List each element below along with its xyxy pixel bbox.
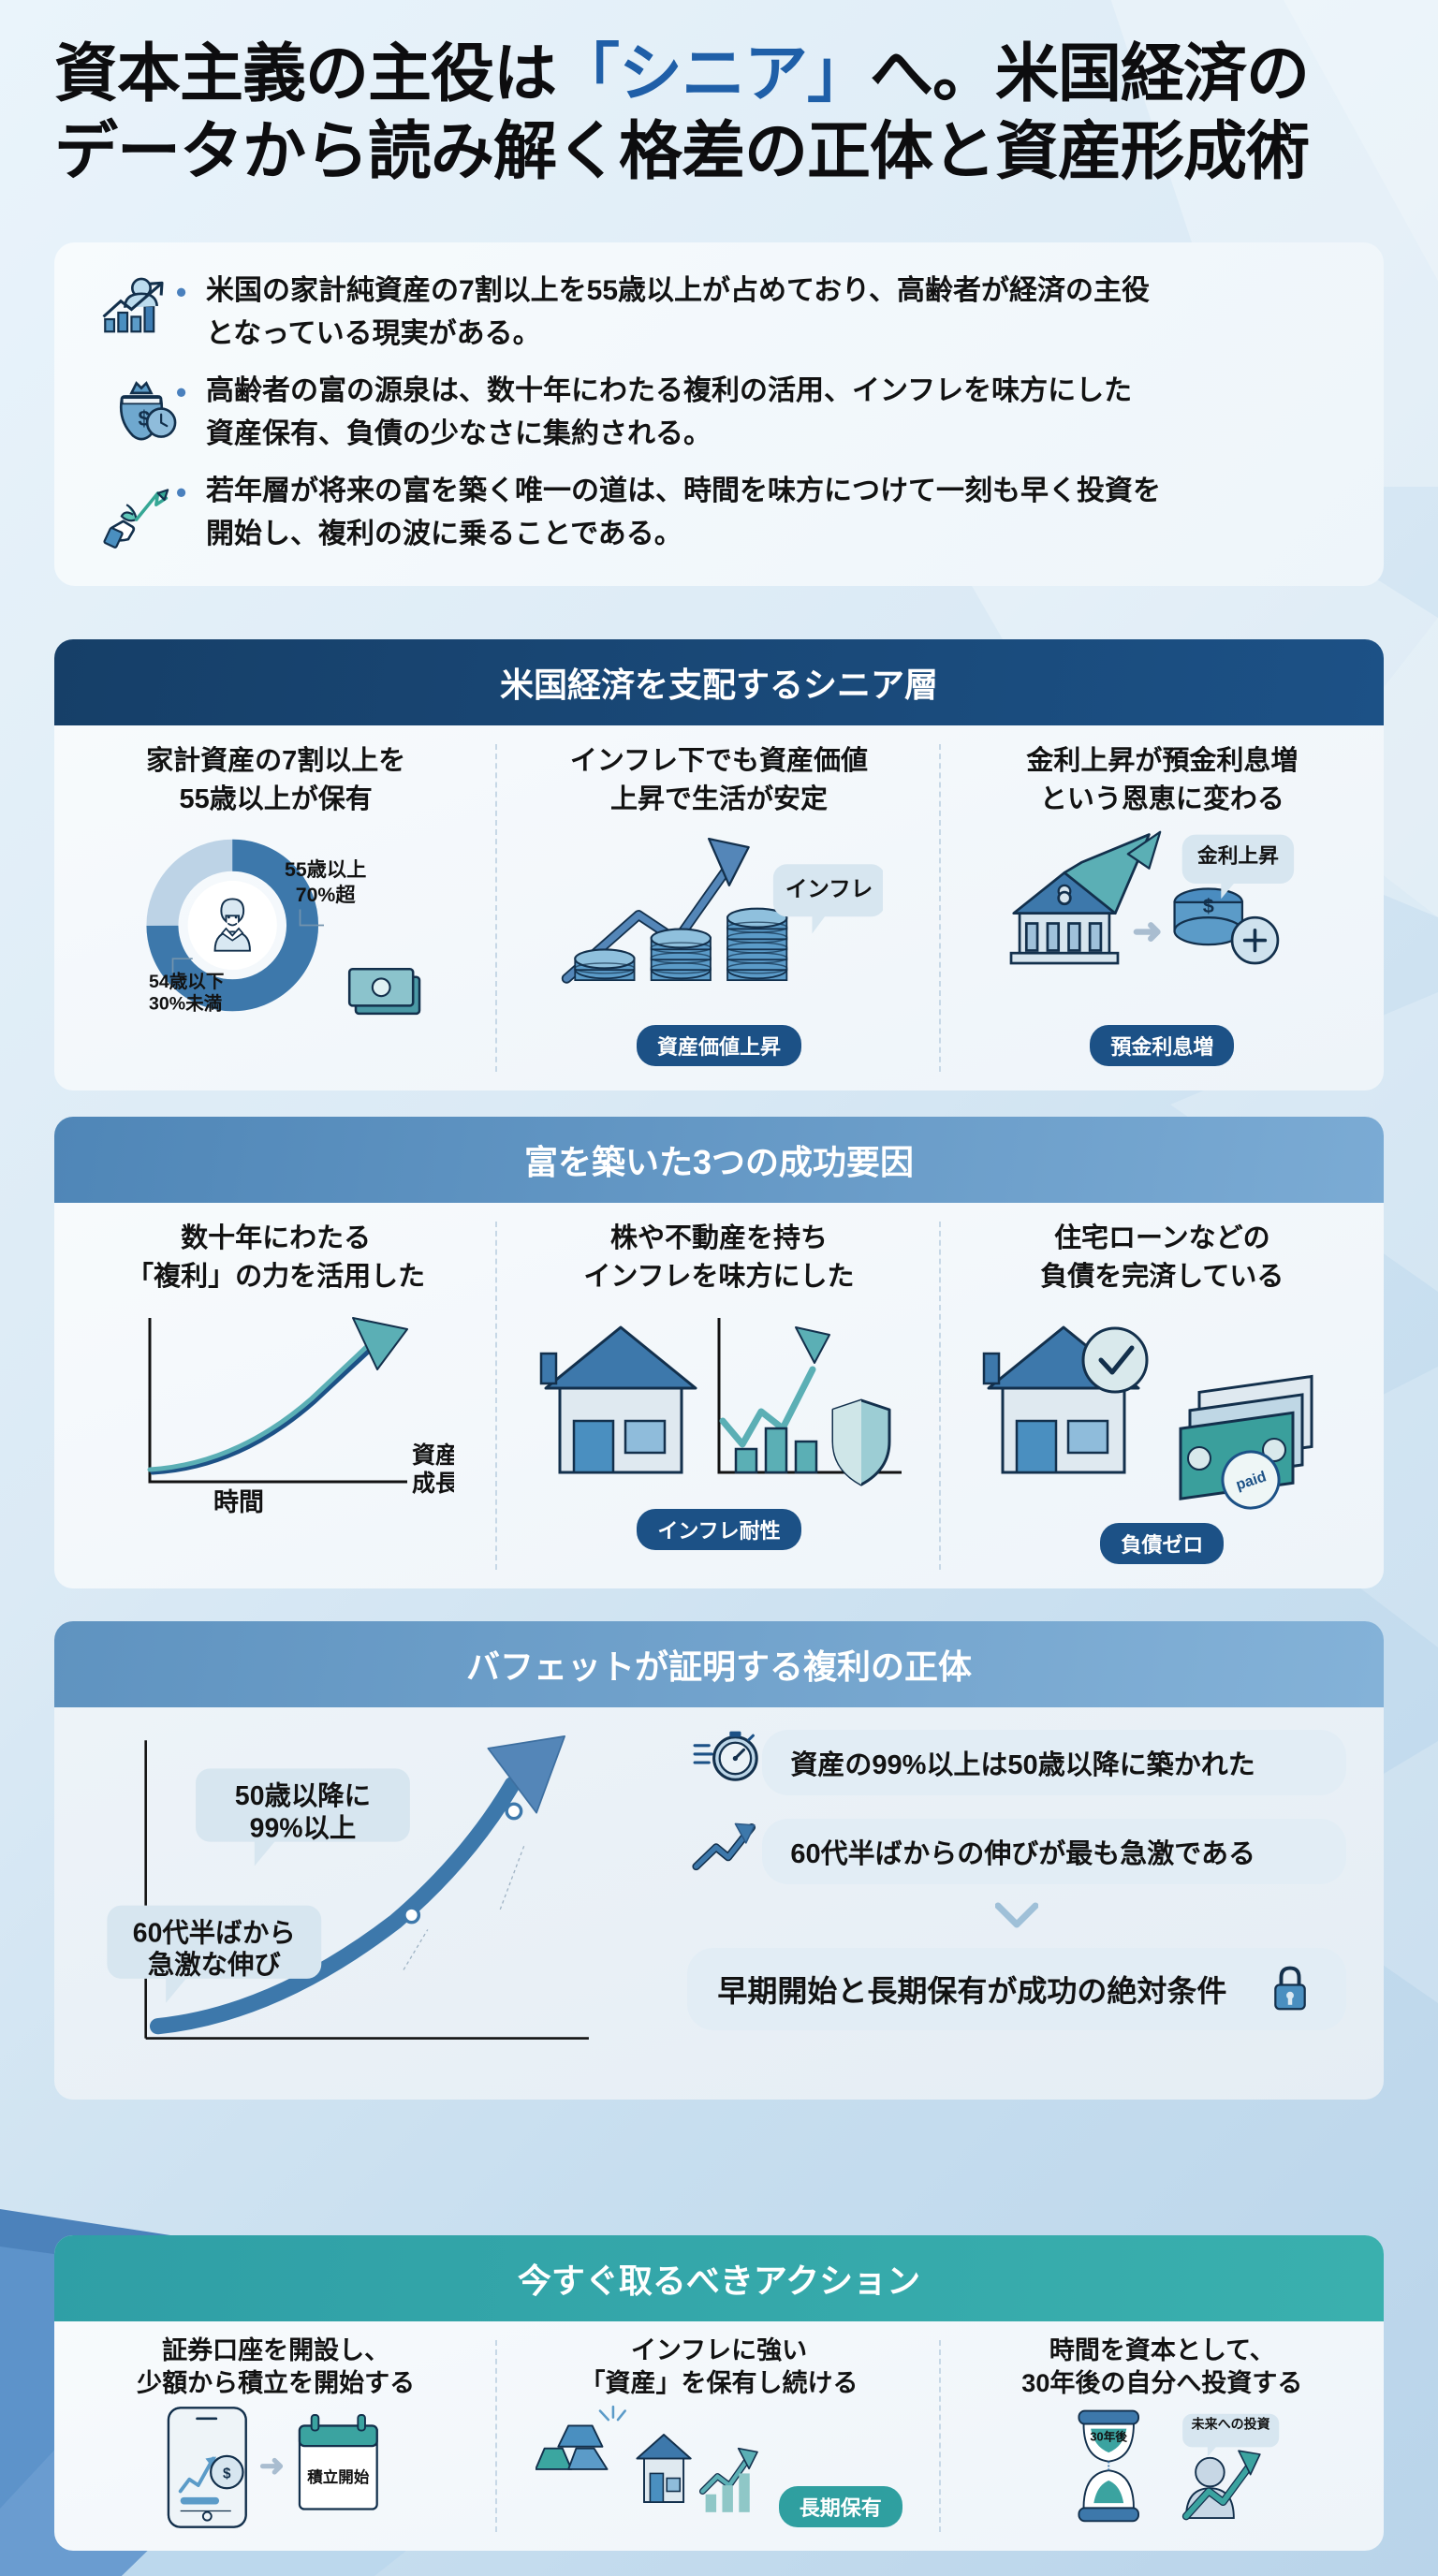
svg-text:急激な伸び: 急激な伸び: [148, 1951, 281, 1981]
svg-text:54歳以下: 54歳以下: [149, 972, 224, 992]
svg-text:55歳以上: 55歳以上: [285, 858, 366, 881]
svg-text:50歳以降に: 50歳以降に: [235, 1781, 371, 1811]
svg-text:時間: 時間: [213, 1488, 264, 1515]
svg-text:30%未満: 30%未満: [149, 993, 223, 1015]
svg-text:資産: 資産: [412, 1442, 454, 1469]
svg-text:30年後: 30年後: [1090, 2430, 1127, 2444]
svg-text:積立開始: 積立開始: [306, 2467, 370, 2486]
svg-text:金利上昇: 金利上昇: [1196, 844, 1279, 868]
svg-text:成長: 成長: [412, 1471, 454, 1497]
svg-text:99%以上: 99%以上: [250, 1814, 357, 1844]
svg-text:$: $: [1203, 894, 1214, 917]
svg-text:未来への投資: 未来への投資: [1191, 2417, 1269, 2432]
svg-text:インフレ: インフレ: [785, 877, 873, 901]
svg-text:$: $: [223, 2466, 231, 2482]
svg-text:60代半ばから: 60代半ばから: [133, 1919, 296, 1949]
svg-text:70%超: 70%超: [295, 884, 356, 906]
